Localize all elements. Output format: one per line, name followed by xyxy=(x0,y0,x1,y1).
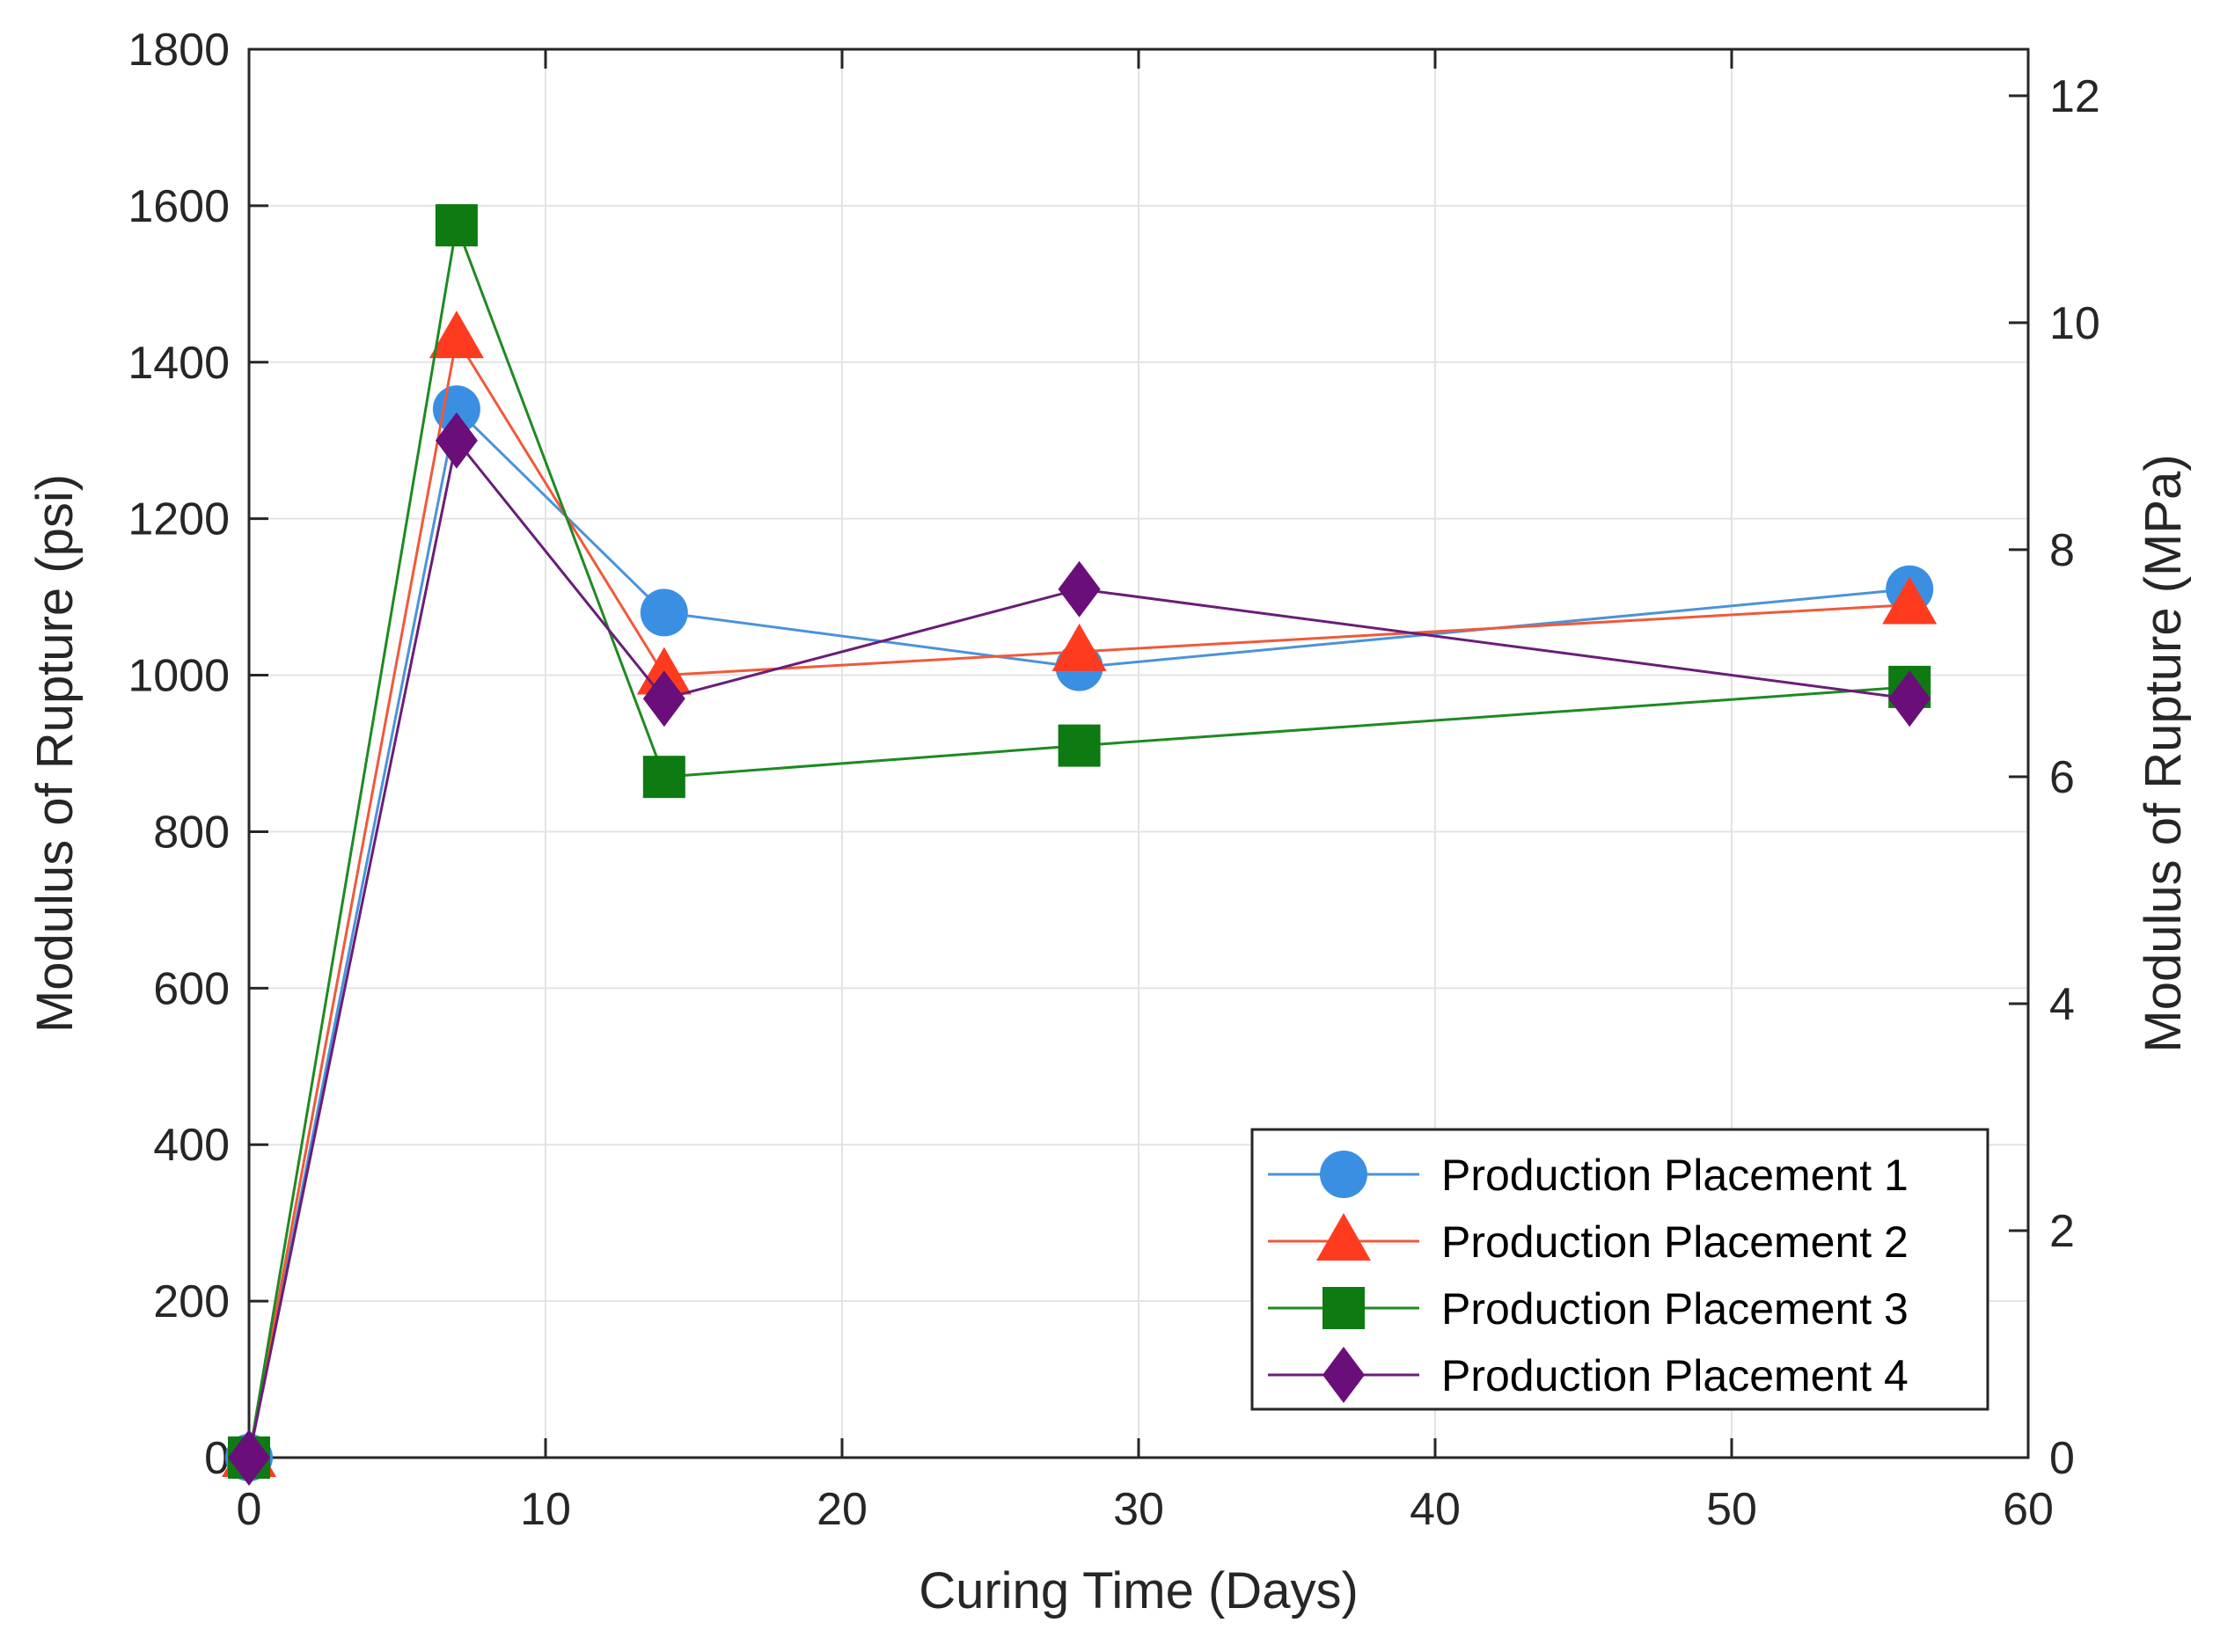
data-point xyxy=(642,756,685,799)
x-tick-label: 0 xyxy=(237,1484,262,1535)
data-point xyxy=(435,204,478,247)
x-tick-label: 50 xyxy=(1706,1484,1757,1535)
x-tick-label: 30 xyxy=(1113,1484,1164,1535)
legend-label: Production Placement 1 xyxy=(1441,1151,1909,1200)
data-point xyxy=(429,311,484,359)
x-tick-label: 10 xyxy=(520,1484,571,1535)
y-tick-label-left: 1800 xyxy=(128,25,230,76)
legend-label: Production Placement 2 xyxy=(1441,1217,1909,1267)
y-tick-label-left: 200 xyxy=(153,1276,230,1327)
data-point xyxy=(640,588,688,637)
x-tick-label: 60 xyxy=(2003,1484,2054,1535)
data-point xyxy=(642,670,685,727)
legend-marker xyxy=(1320,1151,1367,1198)
y-tick-label-left: 400 xyxy=(153,1120,230,1171)
series-group xyxy=(222,204,1938,1486)
y-tick-label-left: 1200 xyxy=(128,494,230,545)
data-point xyxy=(435,412,478,469)
legend-item: Production Placement 4 xyxy=(1268,1347,1909,1403)
y-tick-label-right: 10 xyxy=(2049,298,2100,349)
y-tick-label-left: 1400 xyxy=(128,338,230,389)
data-point xyxy=(1882,576,1938,625)
data-point xyxy=(1058,724,1101,767)
y-tick-label-right: 8 xyxy=(2049,525,2075,576)
y-tick-label-right: 2 xyxy=(2049,1206,2075,1257)
y-tick-label-left: 1000 xyxy=(128,651,230,702)
data-point xyxy=(228,1429,270,1486)
y-tick-label-left: 600 xyxy=(153,963,230,1014)
y-axis-label-left: Modulus of Rupture (psi) xyxy=(26,474,84,1033)
y-axis-label-right: Modulus of Rupture (MPa) xyxy=(2135,454,2192,1052)
legend-label: Production Placement 4 xyxy=(1441,1351,1909,1400)
legend-marker xyxy=(1322,1347,1365,1403)
y-tick-label-right: 0 xyxy=(2049,1433,2075,1484)
x-tick-label: 40 xyxy=(1410,1484,1461,1535)
legend-item: Production Placement 1 xyxy=(1268,1151,1909,1200)
y-tick-label-right: 12 xyxy=(2049,71,2100,122)
x-tick-label: 20 xyxy=(817,1484,868,1535)
legend-label: Production Placement 3 xyxy=(1441,1284,1909,1334)
y-tick-label-right: 6 xyxy=(2049,752,2075,803)
x-axis-label: Curing Time (Days) xyxy=(919,1562,1359,1619)
legend: Production Placement 1 Production Placeme… xyxy=(1250,1128,1989,1411)
y-tick-label-left: 1600 xyxy=(128,181,230,232)
y-tick-label-left: 800 xyxy=(153,807,230,858)
legend-box xyxy=(1250,1128,1989,1411)
legend-marker xyxy=(1316,1213,1371,1261)
axis-ticks: 0 10 20 30 40 50 60020040060080010001200140016… xyxy=(128,25,2100,1535)
y-tick-label-right: 4 xyxy=(2049,979,2075,1030)
data-point xyxy=(1051,623,1107,671)
data-point xyxy=(1058,560,1101,618)
legend-item: Production Placement 2 xyxy=(1268,1213,1909,1267)
legend-item: Production Placement 3 xyxy=(1268,1284,1909,1334)
data-point xyxy=(1888,670,1931,727)
series-4 xyxy=(228,412,1931,1486)
legend-marker xyxy=(1322,1287,1365,1329)
